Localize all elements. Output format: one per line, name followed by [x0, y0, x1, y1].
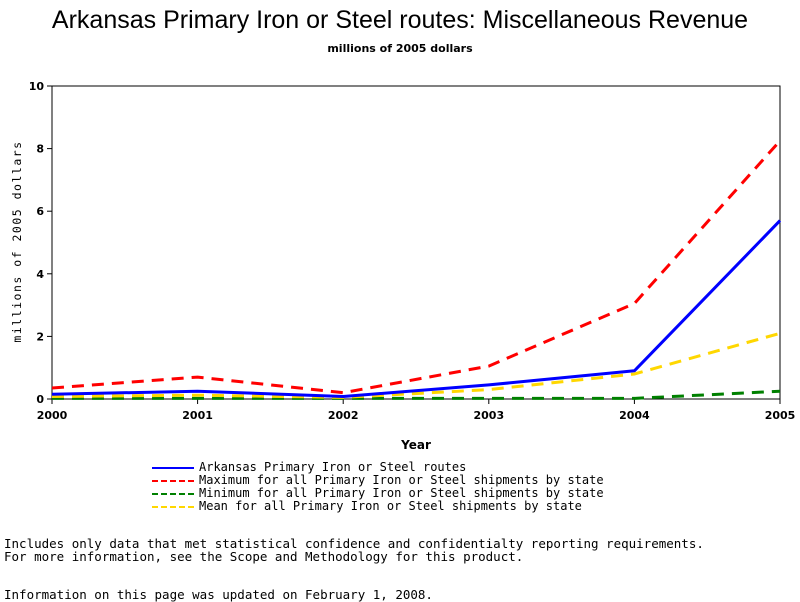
- legend-label: Maximum for all Primary Iron or Steel sh…: [199, 473, 604, 487]
- update-notice: Information on this page was updated on …: [4, 587, 433, 602]
- y-tick-label: 6: [36, 205, 44, 218]
- y-axis-label: millions of 2005 dollars: [10, 140, 24, 342]
- plot-frame: [51, 85, 781, 400]
- legend-label: Minimum for all Primary Iron or Steel sh…: [199, 486, 604, 500]
- x-tick-label: 2003: [473, 409, 504, 422]
- chart-title: Arkansas Primary Iron or Steel routes: M…: [51, 6, 749, 34]
- line-chart: 0 2 4 6 8 10 2000 2001 2002 2003 2004 2005 Year milli…: [10, 80, 796, 452]
- legend-swatch: [152, 467, 194, 469]
- y-tick-label: 8: [36, 143, 44, 156]
- x-axis-label: Year: [400, 438, 431, 452]
- y-tick-label: 0: [36, 393, 44, 406]
- footnote-confidence: Includes only data that met statistical …: [4, 536, 704, 551]
- x-tick-label: 2001: [182, 409, 213, 422]
- legend-label: Mean for all Primary Iron or Steel shipm…: [199, 499, 582, 513]
- footnote-methodology: For more information, see the Scope and …: [4, 549, 524, 564]
- legend-swatch: [152, 493, 194, 495]
- chart-subtitle: millions of 2005 dollars: [327, 42, 473, 55]
- series-line-2: [52, 389, 781, 400]
- y-tick-label: 4: [36, 268, 44, 281]
- x-tick-label: 2004: [619, 409, 650, 422]
- legend-swatch: [152, 506, 194, 508]
- x-tick-label: 2002: [328, 409, 359, 422]
- series-line-3: [51, 331, 781, 399]
- x-tick-label: 2000: [37, 409, 68, 422]
- legend-label: Arkansas Primary Iron or Steel routes: [199, 460, 467, 474]
- y-tick-label: 10: [29, 80, 45, 93]
- series-line-0: [51, 219, 782, 398]
- x-tick-label: 2005: [765, 409, 796, 422]
- y-tick-label: 2: [36, 330, 44, 343]
- legend-swatch: [152, 480, 194, 482]
- series-line-1: [51, 139, 782, 395]
